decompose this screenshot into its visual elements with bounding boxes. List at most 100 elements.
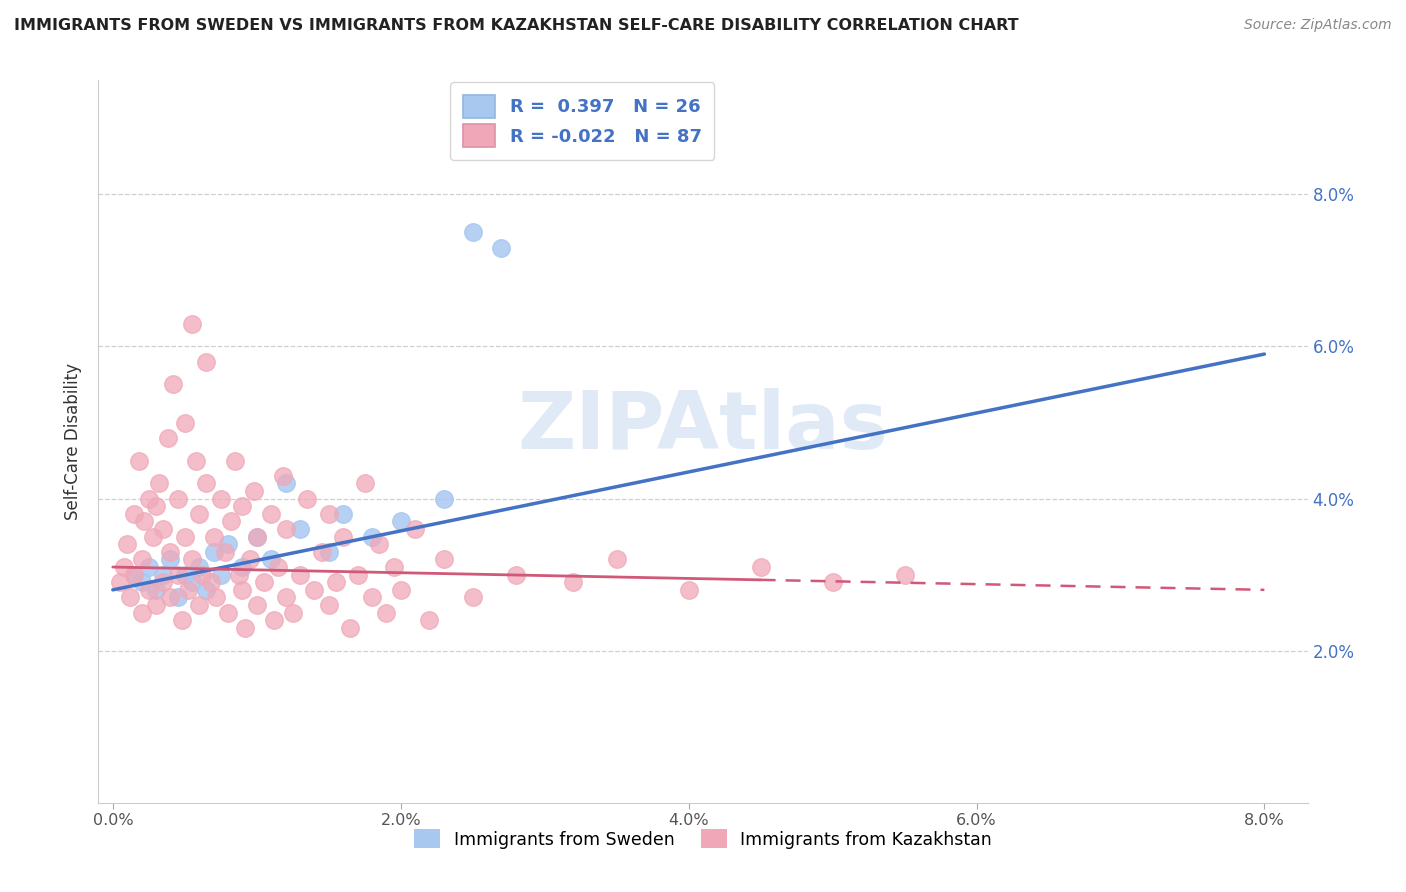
Point — [263, 613, 285, 627]
Point — [246, 530, 269, 544]
Point — [138, 560, 160, 574]
Point — [239, 552, 262, 566]
Point — [152, 575, 174, 590]
Point — [311, 545, 333, 559]
Point — [253, 575, 276, 590]
Point — [166, 567, 188, 582]
Point — [404, 522, 426, 536]
Point — [339, 621, 361, 635]
Point — [166, 491, 188, 506]
Text: IMMIGRANTS FROM SWEDEN VS IMMIGRANTS FROM KAZAKHSTAN SELF-CARE DISABILITY CORREL: IMMIGRANTS FROM SWEDEN VS IMMIGRANTS FRO… — [14, 18, 1019, 33]
Point — [217, 537, 239, 551]
Point — [188, 507, 211, 521]
Point — [115, 537, 138, 551]
Point — [120, 591, 142, 605]
Point — [202, 530, 225, 544]
Point — [433, 491, 456, 506]
Point — [191, 567, 214, 582]
Point — [134, 515, 156, 529]
Point — [159, 552, 181, 566]
Point — [209, 491, 232, 506]
Point — [173, 567, 195, 582]
Point — [128, 453, 150, 467]
Point — [209, 567, 232, 582]
Point — [231, 582, 253, 597]
Point — [893, 567, 915, 582]
Point — [274, 522, 297, 536]
Point — [145, 598, 167, 612]
Point — [231, 560, 253, 574]
Point — [202, 545, 225, 559]
Point — [382, 560, 405, 574]
Point — [274, 476, 297, 491]
Text: ZIPAtlas: ZIPAtlas — [517, 388, 889, 467]
Point — [200, 575, 222, 590]
Y-axis label: Self-Care Disability: Self-Care Disability — [65, 363, 83, 520]
Point — [142, 530, 165, 544]
Point — [281, 606, 304, 620]
Legend: Immigrants from Sweden, Immigrants from Kazakhstan: Immigrants from Sweden, Immigrants from … — [406, 822, 1000, 855]
Point — [267, 560, 290, 574]
Point — [145, 499, 167, 513]
Point — [195, 476, 218, 491]
Point — [112, 560, 135, 574]
Point — [433, 552, 456, 566]
Point — [214, 545, 236, 559]
Text: Source: ZipAtlas.com: Source: ZipAtlas.com — [1244, 18, 1392, 32]
Point — [318, 598, 340, 612]
Point — [353, 476, 375, 491]
Point — [304, 582, 326, 597]
Point — [295, 491, 318, 506]
Point — [219, 515, 242, 529]
Point — [156, 431, 179, 445]
Point — [821, 575, 844, 590]
Point — [678, 582, 700, 597]
Point — [318, 545, 340, 559]
Point — [243, 483, 266, 498]
Point — [138, 491, 160, 506]
Point — [195, 582, 218, 597]
Point — [318, 507, 340, 521]
Point — [217, 606, 239, 620]
Point — [148, 476, 170, 491]
Point — [181, 575, 204, 590]
Point — [131, 552, 153, 566]
Point — [205, 591, 228, 605]
Point — [288, 567, 311, 582]
Point — [288, 522, 311, 536]
Point — [332, 507, 354, 521]
Point — [246, 530, 269, 544]
Point — [260, 552, 283, 566]
Point — [131, 575, 153, 590]
Point — [505, 567, 527, 582]
Point — [173, 416, 195, 430]
Point — [188, 560, 211, 574]
Point — [124, 567, 146, 582]
Point — [375, 606, 398, 620]
Point — [461, 226, 484, 240]
Point — [346, 567, 368, 582]
Point — [418, 613, 440, 627]
Point — [749, 560, 772, 574]
Point — [188, 598, 211, 612]
Point — [162, 377, 184, 392]
Point — [170, 613, 193, 627]
Point — [166, 591, 188, 605]
Point — [461, 591, 484, 605]
Point — [159, 545, 181, 559]
Point — [332, 530, 354, 544]
Point — [159, 591, 181, 605]
Point — [246, 598, 269, 612]
Point — [224, 453, 246, 467]
Point — [233, 621, 256, 635]
Point — [562, 575, 585, 590]
Point — [124, 507, 146, 521]
Point — [173, 530, 195, 544]
Point — [389, 515, 412, 529]
Point — [606, 552, 628, 566]
Point — [361, 591, 384, 605]
Point — [260, 507, 283, 521]
Point — [271, 468, 294, 483]
Point — [152, 522, 174, 536]
Point — [195, 354, 218, 368]
